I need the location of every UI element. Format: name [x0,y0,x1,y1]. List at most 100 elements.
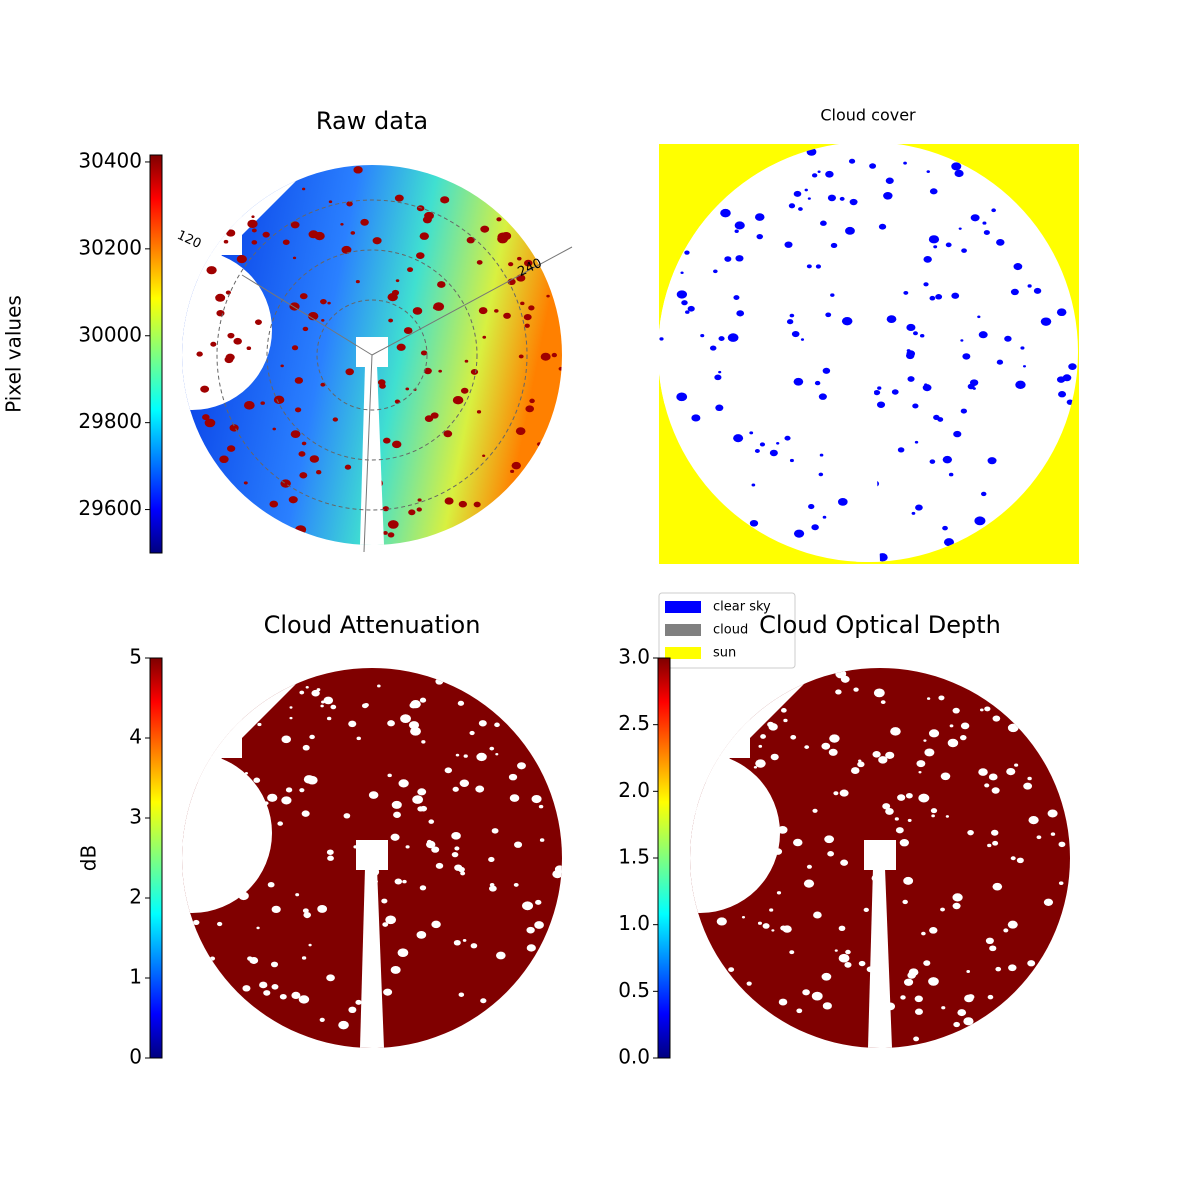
spot [728,967,735,972]
spot [470,943,478,949]
spot [800,338,805,341]
colorbar-tick-label: 4 [129,725,142,749]
spot [929,188,938,195]
spot [903,876,914,885]
spot [759,442,766,447]
spot [926,697,931,700]
spot [895,827,904,834]
spot [919,333,925,338]
spot [1058,881,1064,885]
spot [991,829,999,836]
spot [271,905,281,914]
spot [790,734,797,740]
spot [302,744,310,751]
spot [798,207,803,211]
spot [813,911,822,919]
horizon-cutout [182,753,272,913]
spot [905,792,913,799]
spot [280,364,284,368]
spot [811,524,819,531]
spot [432,305,438,310]
shadow-band [852,334,884,364]
spot [1027,960,1036,967]
spot [215,293,226,302]
legend-swatch [665,601,701,613]
spot [931,814,935,818]
horizon-cutout [658,247,768,407]
spot [793,838,803,847]
spot [383,437,391,444]
spot [960,339,964,342]
spot [394,194,404,202]
spot [838,953,850,963]
spot [290,430,301,439]
polar-grid-line [241,274,373,356]
spot [522,901,534,911]
spot [839,789,849,797]
spot [221,790,232,798]
spot [377,684,381,688]
spot [693,818,705,828]
spot [475,785,485,793]
spot [202,414,210,421]
spot [960,722,970,730]
legend-swatch [665,624,701,636]
spot [960,408,967,414]
spot [182,841,186,846]
spot [270,961,279,968]
spot [952,707,960,714]
spot [827,851,835,857]
spot [915,504,923,511]
spot [410,699,421,709]
spot [720,208,731,218]
spot [958,227,962,230]
spot [718,857,722,860]
spot [228,763,233,767]
spot [953,430,962,438]
spot [452,786,459,792]
spot [807,197,811,200]
colorbar-tick-label: 0.5 [618,978,650,1002]
spot [885,177,894,184]
spot [883,192,893,200]
colorbar-tick-label: 1.0 [618,911,650,935]
spot [330,704,337,710]
spot [392,440,402,449]
spot [515,427,526,435]
spot [326,716,332,721]
spot [822,1002,832,1010]
spot [952,893,963,902]
spot [254,319,262,325]
spot [451,831,461,840]
spot [308,943,312,947]
spot [273,395,285,405]
spot [923,282,929,287]
spot [928,235,940,244]
spot [902,899,908,905]
spot [383,988,393,996]
colorbar [149,154,163,554]
spot [929,295,936,301]
spot [845,949,851,955]
spot [482,335,487,339]
spot [494,722,500,728]
spot [840,859,849,866]
spot [961,248,967,253]
spot [385,915,397,925]
spot [488,856,495,863]
spot [953,1021,960,1028]
spot [298,451,306,457]
spot [223,239,229,244]
spot [496,951,506,960]
spot [877,553,888,562]
spot [715,404,724,412]
spot [943,538,955,547]
spot [814,380,821,386]
spot [942,455,953,464]
spot [539,838,545,842]
spot [326,849,334,855]
colorbar-tick-label: 1 [129,965,142,989]
spot [687,305,695,312]
spot [415,307,422,313]
